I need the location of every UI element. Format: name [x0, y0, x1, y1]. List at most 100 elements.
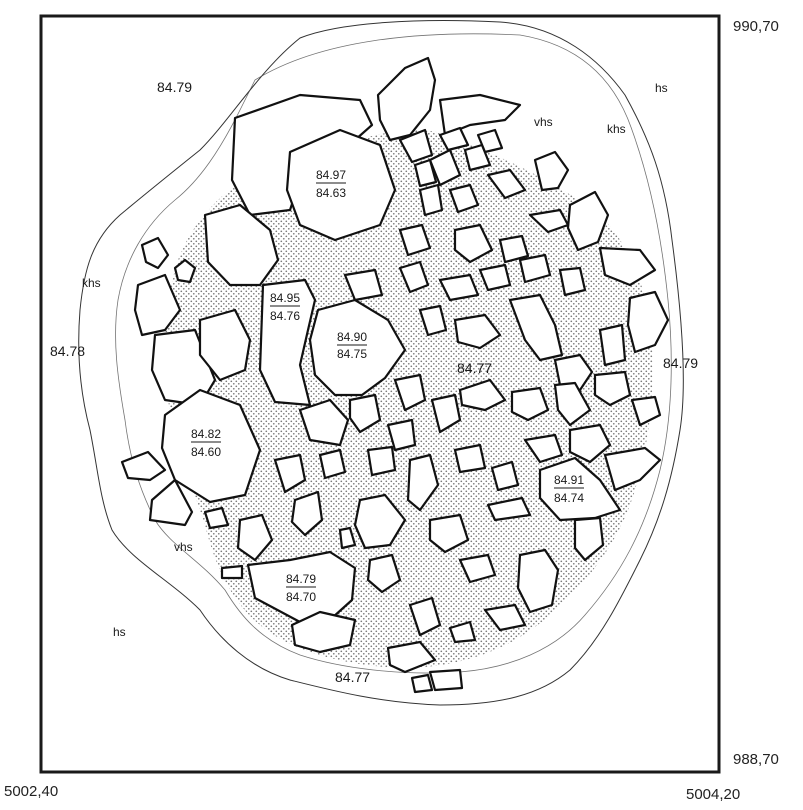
stone [533, 150, 570, 192]
stone [430, 393, 462, 434]
stone [133, 273, 182, 337]
stone [428, 668, 464, 692]
stone [408, 596, 442, 637]
elevation-right: 84.79 [663, 355, 698, 371]
stone [438, 273, 480, 302]
stone [418, 183, 444, 217]
stone [523, 433, 564, 464]
stone [486, 168, 527, 200]
stone [406, 453, 440, 512]
stone-level-bottom: 84.60 [191, 445, 221, 459]
soil-label-khs: khs [607, 122, 626, 136]
stone [273, 453, 307, 494]
stone [603, 446, 662, 492]
soil-label-hs: hs [655, 81, 668, 95]
stone [418, 304, 448, 337]
stone [516, 548, 560, 614]
stone [258, 278, 317, 407]
stone [353, 493, 407, 550]
stone [413, 158, 438, 188]
stone [298, 398, 350, 447]
stone-level-bottom: 84.75 [337, 347, 367, 361]
stone [173, 258, 197, 284]
stone [486, 496, 532, 522]
stone [398, 260, 430, 294]
stone [598, 323, 627, 367]
stone [630, 395, 662, 427]
stone-level-top: 84.90 [337, 330, 367, 344]
elevation-top-left: 84.79 [157, 79, 192, 95]
coordinate-bottom-left: 5002,40 [4, 783, 59, 800]
stone-level-bottom: 84.76 [270, 309, 300, 323]
stone [148, 478, 194, 527]
stone [458, 378, 507, 412]
stone [140, 236, 170, 270]
soil-label-khs: khs [82, 276, 101, 290]
stone [203, 506, 230, 530]
stone [318, 448, 347, 480]
outer-boundary [78, 20, 684, 706]
soil-label-vhs: vhs [534, 115, 553, 129]
stone-level-top: 84.97 [316, 168, 346, 182]
stone [553, 381, 592, 427]
stone [386, 640, 437, 674]
stone [566, 190, 610, 252]
stone [398, 128, 434, 164]
stone [568, 423, 612, 464]
stone [285, 128, 397, 242]
stone [290, 490, 324, 537]
stone-level-bottom: 84.70 [286, 590, 316, 604]
stone [203, 203, 280, 287]
stone-level-bottom: 84.63 [316, 186, 346, 200]
elevation-left: 84.78 [50, 343, 85, 359]
stone [558, 266, 587, 297]
stone [448, 183, 480, 214]
coordinate-top-right: 990,70 [733, 18, 779, 35]
stone [593, 370, 632, 407]
stone [366, 553, 402, 594]
stone [160, 388, 262, 504]
stone [478, 263, 512, 292]
stone [476, 128, 504, 154]
soil-label-hs: hs [113, 625, 126, 639]
stone [453, 443, 487, 474]
stone [366, 445, 397, 477]
stone-level-top: 84.91 [554, 473, 584, 487]
stone-level-top: 84.79 [286, 572, 316, 586]
coordinate-bottom-right: 988,70 [733, 751, 779, 768]
stone [410, 673, 434, 694]
stone [490, 460, 520, 492]
elevation-center: 84.77 [457, 360, 492, 376]
stone-level-labels: 84.97 84.63 84.95 84.76 84.90 84.75 84.8… [191, 168, 584, 604]
stone [510, 386, 550, 422]
soil-labels: hs vhs khs khs vhs hs [82, 81, 668, 639]
stone-level-bottom: 84.74 [554, 491, 584, 505]
stone [308, 298, 407, 397]
stone [438, 93, 522, 137]
stone [528, 208, 570, 234]
stone [386, 418, 417, 452]
stone [598, 246, 657, 287]
stone [428, 148, 462, 187]
elevation-labels: 84.79 84.78 84.79 84.77 84.77 [50, 79, 698, 685]
stone [393, 373, 427, 412]
plan-frame [39, 14, 721, 774]
stone [220, 564, 244, 580]
coordinate-bottom-right-x: 5004,20 [686, 786, 741, 803]
stone [198, 308, 252, 382]
stone [376, 56, 437, 142]
elevation-bottom: 84.77 [335, 669, 370, 685]
stone [453, 313, 502, 350]
stone [573, 516, 605, 562]
stone [626, 290, 670, 354]
stone [236, 513, 274, 562]
stone [120, 450, 167, 482]
stone [458, 553, 497, 584]
stone-level-top: 84.95 [270, 291, 300, 305]
stone [343, 268, 384, 302]
stone [448, 620, 477, 644]
stone [348, 393, 382, 434]
stone [398, 223, 432, 257]
stone [428, 513, 470, 554]
